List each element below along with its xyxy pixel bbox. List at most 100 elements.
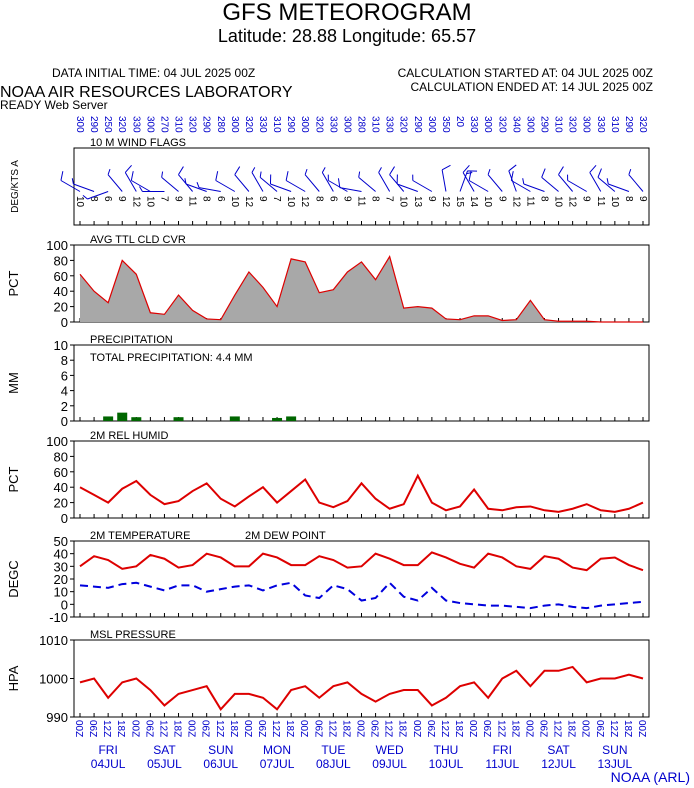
x-tick-label: 00Z — [242, 720, 253, 737]
wind-dir-label: 310 — [609, 116, 620, 133]
wind-speed-label: 9 — [116, 196, 127, 202]
wind-dir-label: 330 — [468, 116, 479, 133]
x-tick-label: 06Z — [481, 720, 492, 737]
annotation: TOTAL PRECIPITATION: 4.4 MM — [90, 352, 253, 364]
wind-dir-label: 320 — [243, 116, 254, 133]
wind-speed-label: 6 — [215, 196, 226, 202]
wind-speed-label: 9 — [496, 196, 507, 202]
legend-entry: 2M DEW POINT — [245, 530, 326, 542]
x-tick-label: 00Z — [523, 720, 534, 737]
wind-dir-label: 320 — [116, 116, 127, 133]
wind-dir-label: 300 — [341, 116, 352, 133]
x-tick-label: 18Z — [228, 720, 239, 737]
wind-dir-label: 310 — [271, 116, 282, 133]
day-label: FRI — [98, 743, 117, 757]
wind-dir-label: 310 — [370, 116, 381, 133]
panel-title: 2M REL HUMID — [90, 430, 168, 442]
server: READY Web Server — [0, 98, 108, 112]
x-tick-label: 06Z — [369, 720, 380, 737]
wind-barb — [130, 171, 151, 192]
wind-speed-label: 11 — [595, 196, 606, 207]
wind-barb — [462, 165, 475, 192]
wind-dir-label: 250 — [102, 116, 113, 133]
wind-dir-label: 300 — [229, 116, 240, 133]
x-tick-label: 00Z — [298, 720, 309, 737]
wind-barb — [304, 168, 320, 192]
wind-dir-label: 290 — [88, 116, 99, 133]
wind-barb — [468, 171, 489, 192]
panel-frame — [73, 147, 650, 226]
footer: NOAA (ARL) — [611, 769, 690, 785]
wind-speed-label: 8 — [313, 196, 324, 202]
wind-barb — [606, 178, 630, 192]
y-tick-label: 8 — [61, 353, 68, 368]
wind-speed-label: 12 — [130, 196, 141, 208]
panel-frame — [73, 440, 650, 519]
y-tick-label: 100 — [46, 434, 68, 449]
line — [79, 255, 643, 323]
y-tick-label: 40 — [54, 547, 68, 562]
wind-speed-label: 9 — [426, 196, 437, 202]
bar — [131, 417, 142, 421]
y-tick-label: 990 — [46, 710, 68, 725]
x-tick-label: 06Z — [200, 720, 211, 737]
wind-dir-label: 300 — [482, 116, 493, 133]
y-tick-label: 10 — [54, 585, 68, 600]
wind-dir-label: 290 — [412, 116, 423, 133]
x-tick-label: 12Z — [383, 720, 394, 737]
wind-speed-label: 6 — [327, 196, 338, 202]
wind-barb — [337, 178, 362, 192]
bar — [103, 416, 114, 421]
y-axis-label: HPA — [6, 665, 21, 691]
wind-speed-label: 11 — [187, 196, 198, 207]
wind-barb — [184, 178, 207, 192]
wind-speed-label: 8 — [88, 196, 99, 202]
bar — [229, 416, 240, 421]
wind-barb — [487, 168, 503, 192]
date-label: 05JUL — [147, 757, 182, 771]
wind-speed-label: 10 — [553, 196, 564, 208]
day-label: THU — [434, 743, 459, 757]
x-tick-label: 00Z — [467, 720, 478, 737]
x-tick-label: 00Z — [411, 720, 422, 737]
wind-dir-label: 20 — [454, 116, 465, 128]
wind-dir-label: 350 — [440, 116, 451, 133]
wind-dir-label: 320 — [567, 116, 578, 133]
x-tick-label: 18Z — [566, 720, 577, 737]
wind-speed-label: 13 — [412, 196, 423, 208]
wind-barb — [389, 166, 405, 192]
wind-dir-label: 320 — [398, 116, 409, 133]
x-tick-label: 12Z — [608, 720, 619, 737]
wind-dir-label: 330 — [257, 116, 268, 133]
wind-barb — [251, 167, 264, 192]
wind-speed-label: 9 — [173, 196, 184, 202]
line — [79, 551, 644, 572]
x-tick-label: 06Z — [425, 720, 436, 737]
y-tick-label: 2 — [61, 399, 68, 414]
day-label: SUN — [208, 743, 233, 757]
wind-speed-label: 10 — [74, 196, 85, 208]
wind-barb — [259, 171, 278, 192]
wind-dir-label: 330 — [384, 116, 395, 133]
wind-speed-label: 7 — [271, 196, 282, 202]
wind-dir-label: 300 — [74, 116, 85, 133]
bar — [286, 416, 297, 421]
legend-entry: 2M TEMPERATURE — [90, 530, 190, 542]
wind-dir-label: 290 — [285, 116, 296, 133]
day-label: WED — [376, 743, 404, 757]
wind-barb — [558, 166, 574, 192]
y-tick-label: 20 — [54, 572, 68, 587]
wind-speed-label: 14 — [468, 196, 479, 208]
wind-dir-label: 280 — [356, 116, 367, 133]
wind-speed-label: 12 — [299, 196, 310, 208]
wind-barb — [597, 168, 616, 192]
day-label: SUN — [602, 743, 627, 757]
wind-dir-label: 280 — [215, 116, 226, 133]
wind-speed-label: 6 — [102, 196, 113, 202]
panel-title: MSL PRESSURE — [90, 629, 176, 641]
x-tick-label: 06Z — [87, 720, 98, 737]
date-label: 12JUL — [541, 757, 576, 771]
day-label: MON — [263, 743, 291, 757]
y-tick-label: 0 — [61, 597, 68, 612]
